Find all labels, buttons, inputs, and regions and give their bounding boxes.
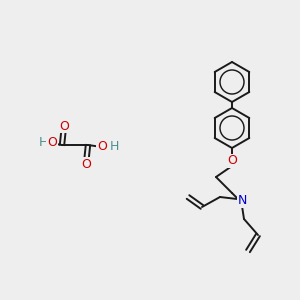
Text: O: O [97, 140, 107, 154]
Text: O: O [59, 119, 69, 133]
Text: H: H [38, 136, 48, 149]
Text: O: O [47, 136, 57, 149]
Text: N: N [237, 194, 247, 208]
Text: O: O [81, 158, 91, 170]
Text: H: H [109, 140, 119, 154]
Text: O: O [227, 154, 237, 167]
